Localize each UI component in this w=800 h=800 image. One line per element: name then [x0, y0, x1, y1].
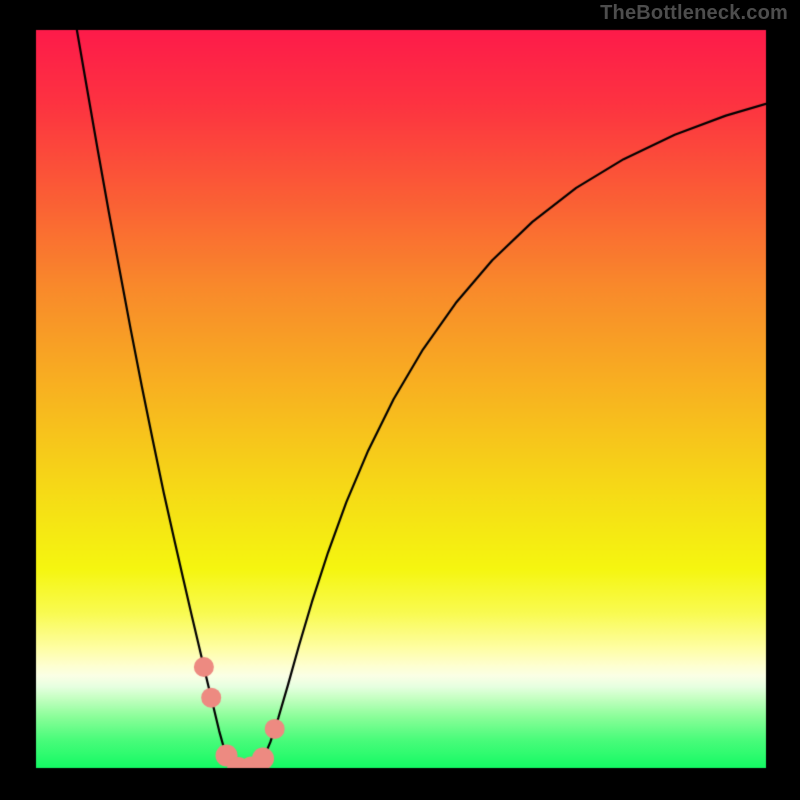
watermark-text: TheBottleneck.com	[600, 2, 788, 25]
bottleneck-v-curve-chart	[0, 0, 800, 800]
chart-stage: TheBottleneck.com	[0, 0, 800, 800]
